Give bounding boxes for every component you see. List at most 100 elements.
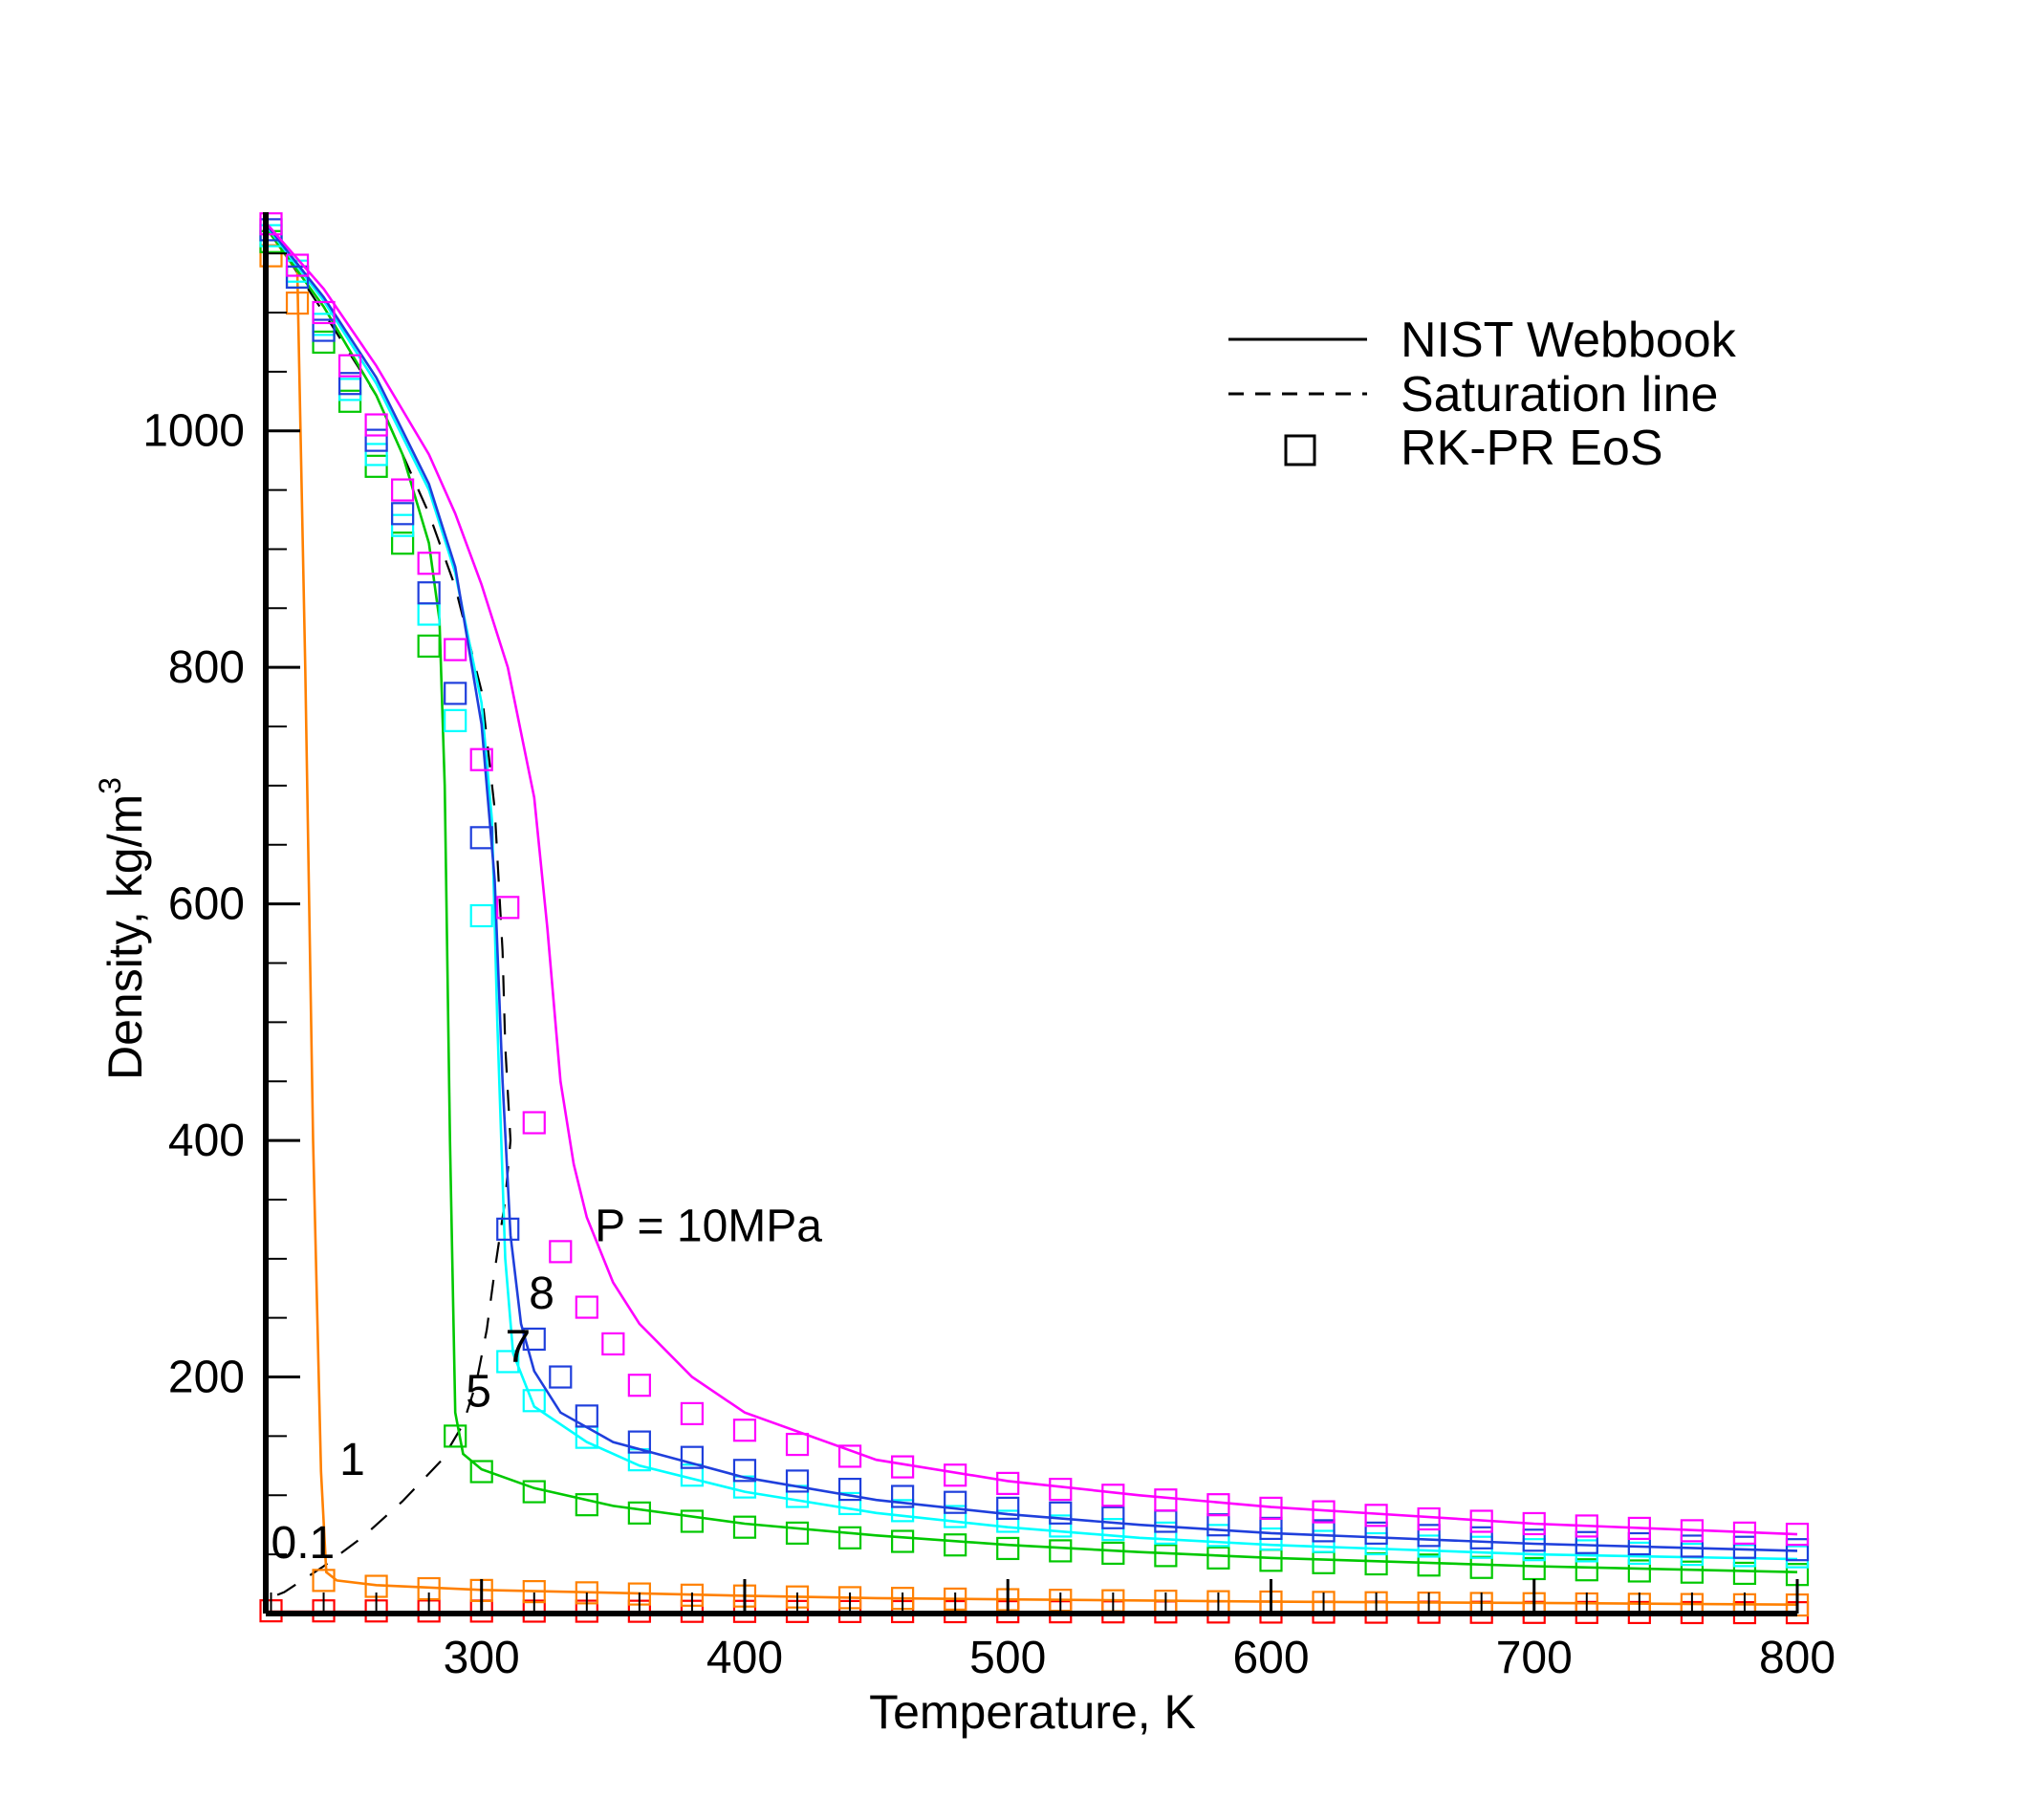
series-marker-5 <box>417 634 441 658</box>
series-marker-5 <box>444 1424 467 1448</box>
series-marker-blue <box>1575 1530 1598 1554</box>
series-marker-blue <box>496 1217 520 1241</box>
x-axis: 300 400 500 600 700 800 <box>266 1579 1836 1683</box>
series-marker-7 <box>837 1491 862 1516</box>
x-tick-label: 300 <box>444 1633 520 1683</box>
series-marker-7 <box>444 708 467 732</box>
curve-annotation: 7 <box>505 1321 531 1372</box>
series-marker-7 <box>1469 1535 1493 1559</box>
series-line-blue <box>264 223 1798 1552</box>
series-marker-8 <box>575 1295 598 1319</box>
series-marker-5 <box>1575 1558 1598 1582</box>
x-tick-label: 500 <box>969 1633 1046 1683</box>
series-marker-7 <box>680 1463 705 1487</box>
series-marker-8 <box>1154 1488 1178 1512</box>
series-marker-blue <box>785 1469 810 1493</box>
series-marker-8 <box>549 1240 573 1264</box>
series-marker-7 <box>337 378 362 401</box>
y-tick-label: 400 <box>168 1116 245 1166</box>
series-marker-7 <box>785 1484 810 1508</box>
series-marker-7 <box>944 1505 967 1528</box>
series-marker-blue <box>1785 1538 1810 1562</box>
legend-square-marker-sample <box>1284 434 1316 466</box>
series-marker-5 <box>1259 1549 1283 1572</box>
series-marker-blue <box>627 1430 651 1454</box>
series-marker-5 <box>891 1529 915 1553</box>
y-axis-title-superscript: 3 <box>93 777 127 794</box>
series-marker-8 <box>891 1455 915 1479</box>
series-marker-7 <box>1101 1518 1125 1542</box>
series-marker-8 <box>601 1332 625 1355</box>
curve-annotations: P = 10MPa 875 10.1 <box>272 1201 823 1569</box>
series-marker-blue <box>391 502 415 526</box>
series-marker-7 <box>1154 1521 1178 1545</box>
series-marker-5 <box>732 1515 757 1539</box>
x-tick-label: 400 <box>706 1633 783 1683</box>
series-marker-blue <box>680 1445 705 1469</box>
series-line-8 <box>265 222 1798 1536</box>
x-tick-label: 700 <box>1496 1633 1573 1683</box>
series-marker-blue <box>1469 1526 1493 1549</box>
series-marker-8 <box>1206 1493 1230 1517</box>
series-marker-5 <box>312 330 336 355</box>
series-marker-5 <box>469 1460 493 1484</box>
series-marker-5 <box>337 389 362 413</box>
series-marker-7 <box>891 1499 915 1523</box>
series-marker-5 <box>785 1521 810 1545</box>
series-marker-7 <box>522 1389 546 1413</box>
series-marker-8 <box>837 1444 862 1468</box>
series-marker-8 <box>312 300 336 325</box>
series-marker-blue <box>1417 1524 1441 1548</box>
series-marker-5 <box>1680 1560 1704 1584</box>
legend-label-nist: NIST Webbook <box>1401 313 1737 368</box>
series-marker-8 <box>1364 1504 1388 1528</box>
series-marker-5 <box>1732 1561 1757 1586</box>
series-marker-blue <box>417 581 441 605</box>
series-marker-7 <box>996 1509 1020 1533</box>
series-marker-5 <box>837 1526 862 1549</box>
series-marker-blue <box>1154 1509 1178 1533</box>
curve-annotation: 8 <box>529 1268 554 1319</box>
series-marker-8 <box>259 212 283 236</box>
legend-label-rkpr: RK-PR EoS <box>1401 421 1663 476</box>
series-marker-8 <box>680 1401 705 1425</box>
series-marker-8 <box>1627 1516 1651 1541</box>
y-axis-title: Density, kg/m3 <box>93 777 152 1080</box>
series-marker-blue <box>1364 1521 1388 1545</box>
series-marker-5 <box>1101 1541 1125 1565</box>
series-marker-8 <box>444 638 467 661</box>
y-tick-label: 200 <box>168 1353 245 1403</box>
series-marker-8 <box>496 896 520 920</box>
series-marker-5 <box>1469 1555 1493 1579</box>
y-axis-title-text: Density, kg/m <box>98 794 152 1080</box>
series-marker-5 <box>1417 1553 1441 1577</box>
series-marker-5 <box>944 1533 967 1557</box>
series-marker-8 <box>522 1111 546 1135</box>
series-marker-8 <box>1522 1511 1546 1536</box>
series-marker-7 <box>364 443 388 466</box>
series-marker-5 <box>1312 1550 1336 1574</box>
series-marker-blue <box>312 318 336 342</box>
series-marker-8 <box>1259 1496 1283 1520</box>
series-marker-blue <box>549 1365 573 1389</box>
x-axis-title: Temperature, K <box>869 1685 1196 1739</box>
series-marker-blue <box>1522 1528 1546 1552</box>
series-marker-7 <box>391 513 415 537</box>
series-marker-8 <box>1680 1519 1704 1543</box>
series-marker-8 <box>1469 1509 1493 1533</box>
series-marker-8 <box>469 748 493 771</box>
series-marker-8 <box>627 1374 651 1398</box>
series-marker-7 <box>417 602 441 626</box>
series-marker-7 <box>1049 1514 1073 1538</box>
curve-annotation: 5 <box>466 1366 491 1417</box>
series-marker-8 <box>996 1471 1020 1495</box>
series-marker-blue <box>337 372 362 396</box>
series-marker-1 <box>312 1569 336 1592</box>
series-marker-5 <box>1364 1551 1388 1576</box>
series-marker-8 <box>1312 1500 1336 1524</box>
series-marker-7 <box>469 903 493 928</box>
series-marker-8 <box>337 354 362 378</box>
series-marker-5 <box>627 1501 651 1525</box>
x-tick-label: 800 <box>1759 1633 1836 1683</box>
series-marker-8 <box>1049 1477 1073 1502</box>
